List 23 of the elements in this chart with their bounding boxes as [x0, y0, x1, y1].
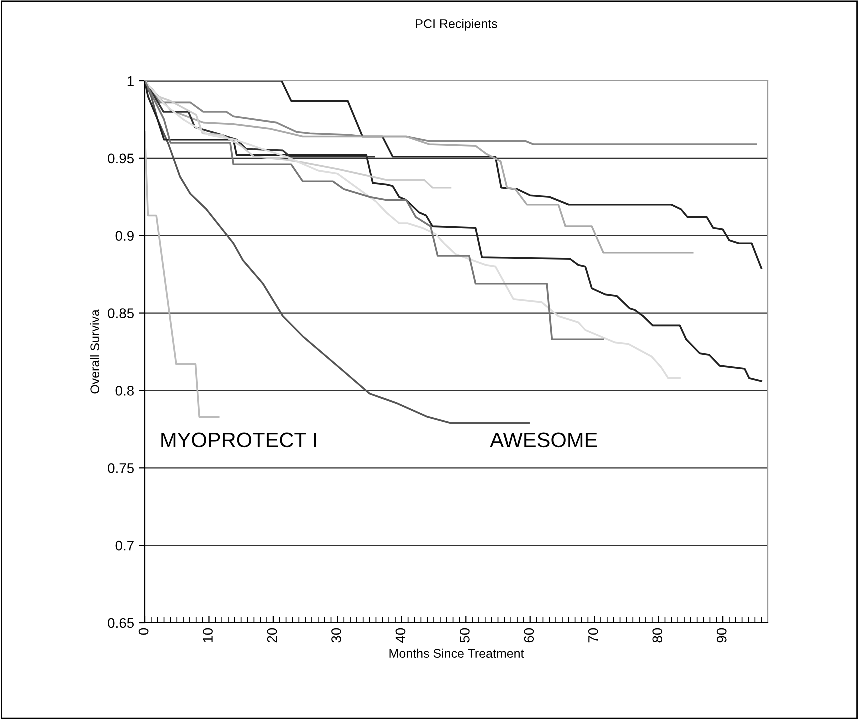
chart-title: PCI Recipients [416, 19, 498, 31]
y-tick-label: 0.75 [108, 463, 134, 474]
x-tick-label: 60 [524, 628, 534, 643]
x-tick-label: 20 [267, 628, 278, 643]
x-tick-label: 0 [138, 628, 149, 636]
y-tick-label: 0.65 [108, 618, 134, 628]
y-tick-label: 0.9 [116, 231, 134, 242]
x-tick-label: 10 [203, 628, 213, 642]
x-tick-label: 90 [716, 628, 727, 643]
y-axis-title: Overall Surviva [90, 310, 100, 394]
x-tick-label: 40 [396, 628, 406, 643]
x-axis-title: Months Since Treatment [390, 648, 524, 658]
annotation: AWESOME [490, 432, 598, 448]
y-tick-label: 1 [128, 76, 134, 86]
y-tick-label: 0.85 [108, 308, 134, 318]
x-tick-label: 30 [332, 628, 342, 643]
annotation: MYOPROTECT I [162, 432, 316, 448]
x-tick-label: 70 [588, 628, 598, 643]
x-tick-label: 50 [460, 628, 470, 643]
y-tick-label: 0.95 [108, 154, 134, 164]
x-tick-label: 80 [652, 628, 663, 643]
y-tick-label: 0.7 [116, 540, 134, 551]
y-tick-label: 0.8 [116, 386, 134, 396]
